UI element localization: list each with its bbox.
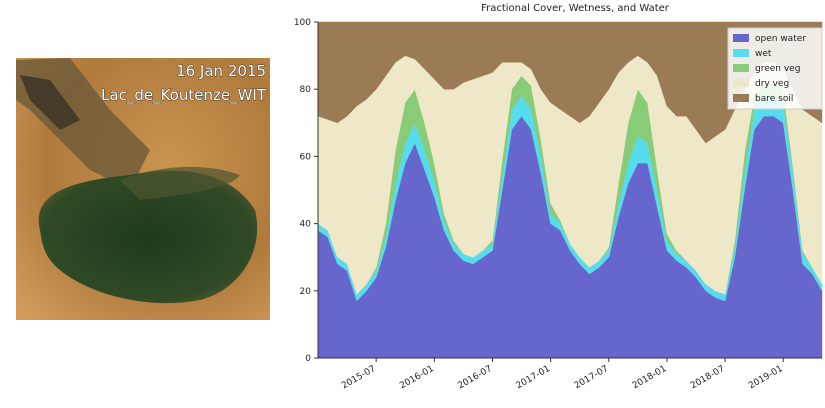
legend-label: wet: [755, 49, 772, 59]
y-tick-label: 40: [300, 220, 312, 230]
x-tick-label: 2018-07: [689, 364, 727, 391]
y-tick-label: 60: [300, 152, 312, 162]
legend: open water wet green veg dry veg bare soil: [728, 28, 822, 109]
y-tick-label: 100: [294, 18, 311, 28]
x-tick-label: 2016-07: [456, 364, 494, 391]
legend-swatch: [733, 64, 749, 72]
x-tick-label: 2016-01: [398, 364, 436, 391]
y-tick-label: 80: [300, 85, 312, 95]
legend-swatch: [733, 79, 749, 87]
image-date: 16 Jan 2015: [176, 62, 266, 80]
legend-swatch: [733, 49, 749, 57]
chart: Fractional Cover, Wetness, and Water 0 20…: [294, 3, 822, 391]
legend-label: bare soil: [755, 94, 793, 104]
x-tick-label: 2018-01: [631, 364, 669, 391]
legend-label: open water: [755, 34, 806, 44]
chart-title: Fractional Cover, Wetness, and Water: [481, 3, 670, 14]
x-tick-label: 2015-07: [340, 364, 378, 391]
x-tick-label: 2017-01: [515, 364, 553, 391]
screen: 16 Jan 2015 Lac_de_Koutenze_WIT Fraction…: [0, 0, 825, 404]
image-label: Lac_de_Koutenze_WIT: [101, 86, 267, 105]
x-tick-label: 2019-01: [747, 364, 785, 391]
x-tick-label: 2017-07: [573, 364, 611, 391]
legend-label: dry veg: [755, 79, 789, 89]
legend-label: green veg: [755, 64, 800, 74]
y-tick-label: 20: [300, 287, 312, 297]
legend-swatch: [733, 94, 749, 102]
satellite-image: 16 Jan 2015 Lac_de_Koutenze_WIT: [16, 58, 270, 320]
legend-swatch: [733, 34, 749, 42]
y-tick-label: 0: [305, 354, 311, 364]
